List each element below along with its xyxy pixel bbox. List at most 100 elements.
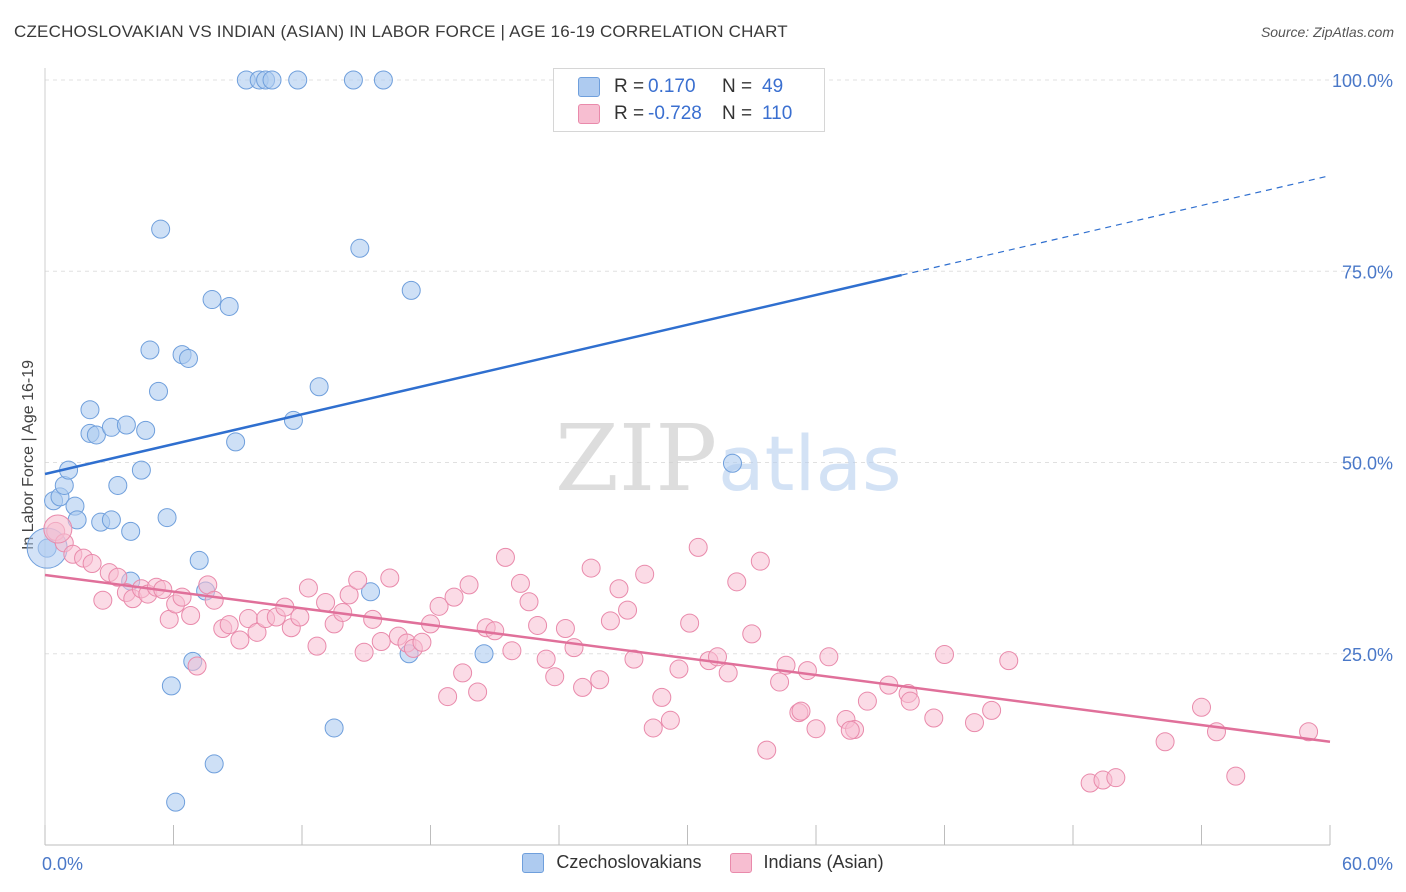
series-legend: Czechoslovakians Indians (Asian) xyxy=(0,852,1406,873)
data-point xyxy=(178,348,198,368)
data-point xyxy=(157,508,177,528)
data-point xyxy=(262,70,282,90)
data-point xyxy=(290,607,310,627)
data-point-large xyxy=(43,514,73,544)
data-point xyxy=(528,615,548,635)
data-point xyxy=(316,592,336,612)
data-point xyxy=(219,615,239,635)
data-point xyxy=(474,644,494,664)
legend-r-value: -0.728 xyxy=(648,103,702,124)
data-point xyxy=(806,719,826,739)
data-point xyxy=(999,651,1019,671)
legend-swatch-pink xyxy=(729,852,752,873)
data-point xyxy=(722,453,742,473)
data-point xyxy=(350,238,370,258)
data-point xyxy=(343,70,363,90)
data-point xyxy=(108,567,128,587)
data-point xyxy=(187,656,207,676)
data-point xyxy=(618,600,638,620)
data-point xyxy=(149,381,169,401)
data-point xyxy=(536,649,556,669)
legend-n-value: 49 xyxy=(762,76,784,97)
data-point xyxy=(339,585,359,605)
legend-label: Czechoslovakians xyxy=(556,852,702,872)
legend-swatch-blue xyxy=(522,852,545,873)
data-point xyxy=(371,632,391,652)
data-point xyxy=(624,649,644,669)
legend-n-value: 110 xyxy=(762,103,793,124)
data-point xyxy=(600,611,620,631)
series-indians-asian xyxy=(43,514,1319,793)
data-point xyxy=(742,624,762,644)
data-point xyxy=(924,708,944,728)
data-point xyxy=(230,630,250,650)
data-point xyxy=(348,570,368,590)
data-point xyxy=(459,575,479,595)
data-point xyxy=(555,619,575,639)
data-point xyxy=(80,400,100,420)
data-point xyxy=(1155,732,1175,752)
data-point xyxy=(688,537,708,557)
legend-r-label: R = xyxy=(614,76,645,97)
data-point xyxy=(298,578,318,598)
y-tick-label: 25.0% xyxy=(1342,645,1393,665)
data-point xyxy=(468,682,488,702)
data-point xyxy=(727,572,747,592)
y-tick-label: 100.0% xyxy=(1332,71,1393,91)
legend-n-label: N = xyxy=(722,103,753,124)
data-point xyxy=(643,718,663,738)
data-point xyxy=(718,663,738,683)
data-point xyxy=(108,475,128,495)
legend-n-label: N = xyxy=(722,76,753,97)
data-point xyxy=(1192,697,1211,717)
data-point xyxy=(590,670,610,690)
legend-item-indians[interactable]: Indians (Asian) xyxy=(729,852,884,873)
chart-title: CZECHOSLOVAKIAN VS INDIAN (ASIAN) IN LAB… xyxy=(14,22,788,41)
data-point xyxy=(502,641,522,661)
data-point xyxy=(935,645,954,665)
data-point xyxy=(519,592,539,612)
legend-row-czechoslovakians: R = 0.170 N = 49 xyxy=(578,74,783,100)
data-point xyxy=(226,432,246,452)
data-point xyxy=(307,636,327,656)
trend-line-czechoslovakians xyxy=(44,273,902,476)
data-point xyxy=(564,638,584,658)
trend-lines xyxy=(44,175,1331,743)
x-tick-label: 60.0% xyxy=(1342,854,1393,874)
data-point xyxy=(485,621,505,641)
trend-line-extension xyxy=(901,175,1331,276)
data-point xyxy=(86,425,106,445)
data-point xyxy=(309,377,329,397)
watermark-zip: ZIP xyxy=(555,405,717,512)
data-point xyxy=(354,642,374,662)
data-point xyxy=(116,415,136,435)
data-point xyxy=(204,590,224,610)
data-point xyxy=(181,606,201,625)
legend-item-czechoslovakians[interactable]: Czechoslovakians xyxy=(522,852,702,873)
data-point xyxy=(680,613,700,633)
legend-swatch-blue xyxy=(578,77,600,97)
axes xyxy=(44,68,1331,846)
data-point xyxy=(669,659,689,679)
data-point xyxy=(204,754,224,774)
data-point xyxy=(453,663,473,683)
data-point xyxy=(900,691,920,711)
data-point xyxy=(573,677,593,697)
data-point xyxy=(545,667,565,687)
data-point xyxy=(757,740,777,760)
data-point xyxy=(840,720,860,740)
legend-r-value: 0.170 xyxy=(648,76,696,97)
trend-line-indians xyxy=(44,573,1331,743)
data-point xyxy=(121,521,141,541)
data-point xyxy=(429,596,449,616)
data-point xyxy=(324,718,344,738)
data-point xyxy=(82,553,102,573)
watermark-atlas: atlas xyxy=(718,419,902,508)
data-point xyxy=(136,420,156,440)
legend-row-indians: R = -0.728 N = 110 xyxy=(578,101,792,127)
data-point xyxy=(635,564,655,584)
legend-label: Indians (Asian) xyxy=(763,852,884,872)
data-point xyxy=(964,713,984,733)
data-point xyxy=(361,582,381,602)
